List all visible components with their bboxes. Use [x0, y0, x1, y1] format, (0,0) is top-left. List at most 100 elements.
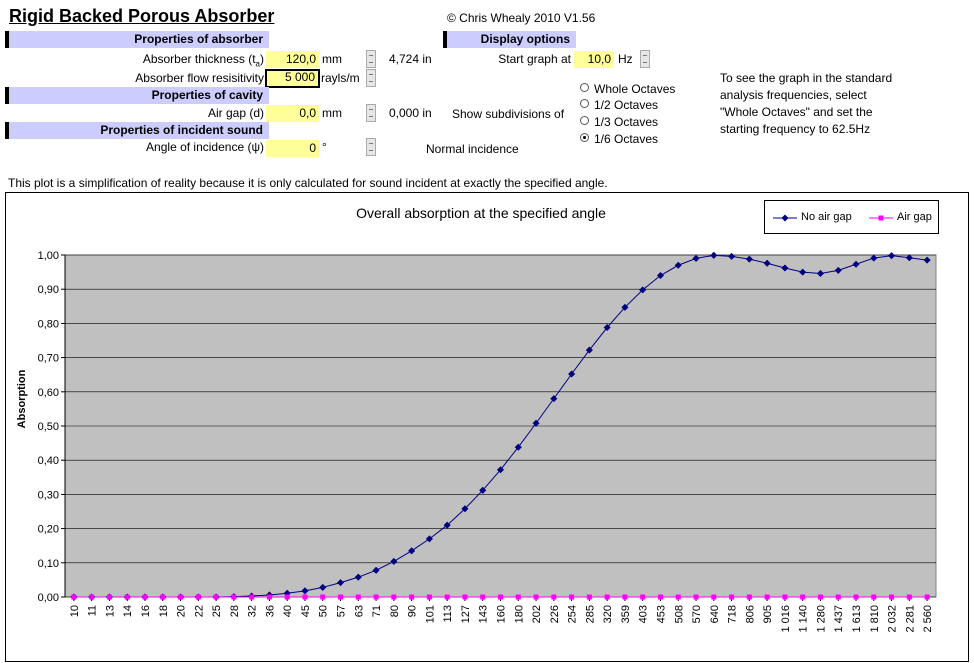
data-point-no-air-gap: [603, 323, 611, 332]
x-tick-label: 570: [691, 605, 703, 623]
data-point-air-gap: [106, 594, 112, 600]
data-point-air-gap: [604, 594, 610, 600]
x-axis-ticks: 10 11 13 14 16 18 20 22 25 28 32 36 40 45 50 57 63 71 80 90…: [69, 597, 934, 633]
x-tick-label: 10: [69, 605, 81, 617]
option-sixth-octaves-label: 1/6 Octaves: [594, 132, 659, 146]
data-point-air-gap: [693, 594, 699, 600]
data-point-air-gap: [853, 594, 859, 600]
start-graph-label: Start graph at: [498, 52, 571, 66]
x-tick-label: 180: [513, 605, 525, 623]
data-point-air-gap: [391, 594, 397, 600]
angle-spinner[interactable]: [366, 138, 376, 156]
data-point-air-gap: [533, 594, 539, 600]
start-graph-spinner[interactable]: [640, 50, 650, 68]
data-point-air-gap: [89, 594, 95, 600]
data-point-air-gap: [249, 594, 255, 600]
option-third-octaves[interactable]: 1/3 Octaves: [580, 114, 690, 130]
x-tick-label: 101: [424, 605, 436, 623]
x-tick-label: 1 810: [869, 605, 881, 633]
x-tick-label: 226: [549, 605, 561, 623]
air-gap-input[interactable]: 0,0: [266, 105, 319, 122]
y-tick-label: 0,70: [38, 353, 59, 365]
x-tick-label: 20: [176, 605, 188, 617]
option-sixth-octaves-radio[interactable]: [580, 133, 589, 142]
data-point-air-gap: [266, 594, 272, 600]
incidence-type-text: Normal incidence: [426, 142, 519, 156]
x-tick-label: 50: [318, 605, 330, 617]
x-tick-label: 18: [158, 605, 170, 617]
option-half-octaves-radio[interactable]: [580, 99, 589, 108]
option-sixth-octaves[interactable]: 1/6 Octaves: [580, 131, 690, 147]
flow-resistivity-input[interactable]: 5 000: [265, 69, 320, 88]
data-point-air-gap: [426, 594, 432, 600]
absorber-thickness-input[interactable]: 120,0: [266, 51, 319, 68]
data-point-no-air-gap: [870, 254, 878, 262]
data-point-no-air-gap: [479, 486, 487, 494]
angle-label: Angle of incidence (ψ): [146, 140, 264, 154]
option-whole-octaves-radio[interactable]: [580, 83, 589, 92]
data-point-air-gap: [160, 594, 166, 600]
x-tick-label: 905: [762, 605, 774, 623]
y-tick-label: 0,20: [38, 524, 59, 536]
x-tick-label: 45: [300, 605, 312, 617]
x-tick-label: 453: [655, 605, 667, 623]
data-point-no-air-gap: [923, 256, 931, 264]
help-line: starting frequency to 62.5Hz: [720, 122, 871, 136]
help-line: analysis frequencies, select: [720, 88, 867, 102]
data-point-no-air-gap: [301, 587, 309, 595]
x-tick-label: 113: [442, 605, 454, 623]
y-tick-label: 0,40: [38, 455, 59, 467]
data-point-no-air-gap: [781, 264, 789, 272]
legend-air-gap-icon: [869, 215, 893, 221]
data-point-no-air-gap: [461, 505, 469, 513]
legend-air-gap-label: Air gap: [897, 211, 932, 223]
simplification-note: This plot is a simplification of reality…: [8, 176, 608, 190]
x-tick-label: 2 032: [887, 605, 899, 633]
data-point-air-gap: [711, 594, 717, 600]
y-axis-ticks: 0,00 0,10 0,20 0,30 0,40 0,50 0,60 0,70 0,80 0,90…: [38, 250, 66, 604]
data-point-air-gap: [835, 594, 841, 600]
data-point-no-air-gap: [745, 255, 753, 263]
start-graph-input[interactable]: 10,0: [574, 51, 614, 68]
data-point-air-gap: [462, 594, 468, 600]
x-tick-label: 403: [638, 605, 650, 623]
data-point-air-gap: [817, 594, 823, 600]
absorption-chart-svg: Overall absorption at the specified angl…: [16, 205, 937, 633]
x-tick-label: 14: [122, 605, 134, 617]
data-point-air-gap: [746, 594, 752, 600]
air-gap-label: Air gap (d): [207, 106, 264, 120]
x-tick-label: 1 437: [833, 605, 845, 633]
angle-unit: °: [322, 140, 327, 154]
data-point-air-gap: [124, 594, 130, 600]
x-tick-label: 143: [478, 605, 490, 623]
absorber-thickness-spinner[interactable]: [366, 50, 376, 68]
option-third-octaves-radio[interactable]: [580, 116, 589, 125]
option-half-octaves[interactable]: 1/2 Octaves: [580, 97, 690, 113]
x-tick-label: 36: [264, 605, 276, 617]
x-tick-label: 640: [709, 605, 721, 623]
angle-input[interactable]: 0: [266, 140, 319, 157]
data-point-no-air-gap: [408, 547, 416, 555]
data-point-air-gap: [142, 594, 148, 600]
help-line: "Whole Octaves" and set the: [720, 105, 873, 119]
option-whole-octaves[interactable]: Whole Octaves: [580, 81, 690, 97]
data-point-no-air-gap: [496, 466, 505, 474]
x-tick-label: 2 560: [922, 605, 934, 633]
data-point-air-gap: [640, 594, 646, 600]
data-point-air-gap: [551, 594, 557, 600]
data-point-air-gap: [871, 594, 877, 600]
data-point-no-air-gap: [585, 346, 593, 354]
flow-resistivity-spinner[interactable]: [366, 69, 376, 87]
air-gap-spinner[interactable]: [366, 104, 376, 122]
copyright-text: © Chris Whealy 2010 V1.56: [447, 11, 596, 25]
legend-no-air-gap-icon: [773, 214, 797, 222]
cavity-section-header: Properties of cavity: [5, 87, 269, 104]
x-tick-label: 806: [744, 605, 756, 623]
data-point-air-gap: [284, 594, 290, 600]
legend-no-air-gap-label: No air gap: [801, 211, 852, 223]
data-point-no-air-gap: [425, 535, 433, 543]
app-title: Rigid Backed Porous Absorber: [9, 6, 275, 26]
data-point-air-gap: [355, 594, 361, 600]
data-point-no-air-gap: [728, 252, 736, 260]
x-tick-label: 80: [389, 605, 401, 617]
